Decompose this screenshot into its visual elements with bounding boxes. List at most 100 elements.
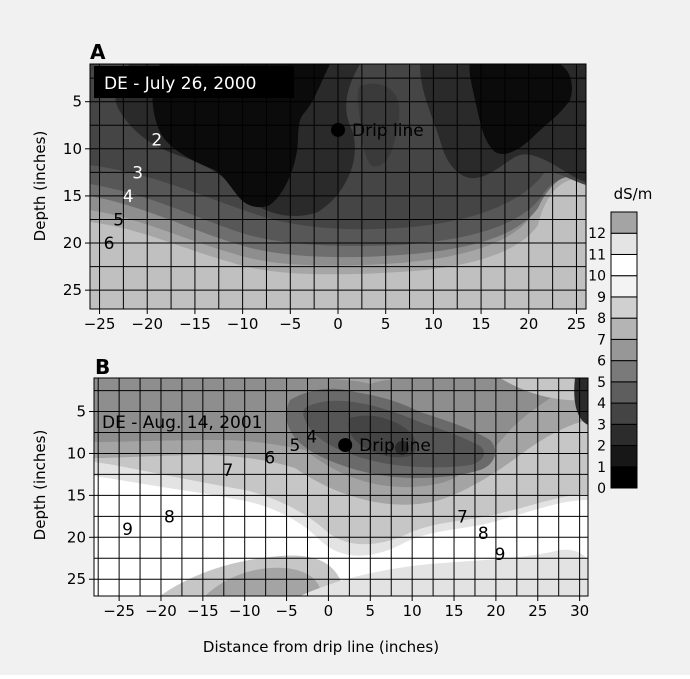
contour-label: 5 — [113, 210, 124, 230]
x-tick-label: 15 — [472, 315, 491, 333]
colorbar-level-label: 0 — [597, 481, 606, 497]
x-tick-label: 15 — [444, 602, 463, 620]
colorbar-level-label: 4 — [597, 396, 606, 412]
x-tick-label: −20 — [131, 315, 163, 333]
colorbar-swatch — [610, 211, 638, 234]
panel-b-right-edge-dark — [574, 378, 588, 425]
panel-b-heatmap — [94, 378, 588, 596]
contour-label: 9 — [122, 520, 133, 540]
x-tick-label: −5 — [276, 602, 298, 620]
panel-b-bottom-right-8 — [300, 549, 588, 596]
x-tick-label: −15 — [179, 315, 211, 333]
panel-a-drip-line-marker: Drip line — [331, 121, 424, 141]
x-tick-label: 20 — [486, 602, 505, 620]
colorbar-swatch — [610, 296, 638, 319]
colorbar-level-label: 11 — [588, 247, 606, 263]
y-tick-label: 25 — [67, 570, 86, 588]
colorbar-swatch — [610, 445, 638, 468]
contour-label: 2 — [151, 130, 162, 150]
y-tick-label: 5 — [72, 93, 82, 111]
panel-b-axes: −25 −20 −15 −10 −5 0 5 10 15 20 25 30 5 10 15 20 25 — [67, 403, 589, 620]
x-tick-label: −25 — [84, 315, 116, 333]
panel-b-inset-title: DE - Aug. 14, 2001 — [102, 413, 262, 433]
colorbar-swatch — [610, 275, 638, 298]
colorbar-swatch — [610, 338, 638, 362]
panel-b-bottom-band-6 — [205, 567, 322, 596]
panel-a-band-0 — [152, 64, 330, 208]
x-tick-label: 5 — [366, 602, 376, 620]
colorbar-swatch — [610, 381, 638, 404]
colorbar-swatch — [610, 232, 638, 255]
x-tick-label: 0 — [324, 602, 334, 620]
contour-label: 3 — [132, 163, 143, 183]
colorbar-level-label: 9 — [597, 290, 606, 306]
panel-a-label: A — [90, 40, 106, 64]
panel-b-band-1 — [395, 441, 409, 455]
x-tick-label: 5 — [381, 315, 391, 333]
colorbar-level-label: 10 — [588, 269, 606, 285]
x-tick-label: −25 — [103, 602, 135, 620]
panel-a-band-0-right — [469, 64, 572, 155]
contour-label: 8 — [164, 507, 175, 527]
colorbar-level-label: 5 — [597, 375, 606, 391]
drip-line-label: Drip line — [352, 121, 424, 141]
contour-label: 4 — [123, 187, 134, 207]
x-tick-label: 0 — [333, 315, 343, 333]
colorbar-swatch — [610, 360, 638, 383]
colorbar-swatch — [610, 253, 638, 277]
panel-b-grid — [94, 378, 588, 596]
colorbar-level-label: 3 — [597, 417, 606, 433]
drip-line-dot — [331, 122, 345, 137]
colorbar-level-label: 8 — [597, 311, 606, 327]
x-tick-label: −10 — [229, 602, 261, 620]
panel-b-y-axis-label: Depth (inches) — [31, 430, 49, 541]
panel-b-frame — [93, 377, 589, 597]
x-tick-label: −10 — [227, 315, 259, 333]
x-tick-label: −5 — [279, 315, 301, 333]
colorbar-level-label: 1 — [597, 460, 606, 476]
x-tick-label: 25 — [528, 602, 547, 620]
panel-a-title-box — [94, 66, 294, 98]
contour-label: 8 — [478, 524, 489, 544]
contour-label: 6 — [264, 449, 275, 469]
panel-b-drip-line-marker: Drip line — [338, 436, 431, 456]
contour-label: 5 — [290, 436, 301, 456]
contour-label: 6 — [104, 234, 115, 254]
y-tick-label: 5 — [76, 403, 86, 421]
drip-line-dot — [338, 438, 353, 453]
colorbar-unit: dS/m — [614, 185, 653, 203]
panel-a-grid — [90, 64, 586, 309]
x-tick-label: 25 — [567, 315, 586, 333]
x-tick-label: −15 — [187, 602, 219, 620]
contour-label: 4 — [306, 428, 317, 448]
panel-a-contour-labels: 23 4 5 6 — [104, 130, 163, 254]
panel-a-inset-title: DE - July 26, 2000 — [104, 74, 256, 94]
colorbar-level-label: 2 — [597, 439, 606, 455]
y-tick-label: 10 — [67, 444, 86, 462]
panel-a-y-axis-label: Depth (inches) — [31, 131, 49, 242]
colorbar-level-label: 7 — [597, 332, 606, 348]
x-tick-label: −20 — [145, 602, 177, 620]
y-tick-label: 10 — [63, 140, 82, 158]
x-tick-label: 20 — [519, 315, 538, 333]
colorbar-level-label: 12 — [588, 226, 606, 242]
y-tick-label: 20 — [63, 234, 82, 252]
x-tick-label: 10 — [424, 315, 443, 333]
x-tick-label: 10 — [403, 602, 422, 620]
y-tick-label: 15 — [67, 486, 86, 504]
contour-label: 7 — [223, 461, 234, 481]
drip-line-label: Drip line — [359, 436, 431, 456]
x-tick-label: 30 — [570, 602, 589, 620]
y-tick-label: 15 — [63, 187, 82, 205]
panel-b-x-axis-label: Distance from drip line (inches) — [203, 638, 439, 656]
colorbar-swatch — [610, 402, 638, 425]
contour-label: 7 — [457, 507, 468, 527]
panel-b-label: B — [95, 355, 110, 379]
y-tick-label: 25 — [63, 281, 82, 299]
panel-b-top-strip — [94, 378, 588, 384]
